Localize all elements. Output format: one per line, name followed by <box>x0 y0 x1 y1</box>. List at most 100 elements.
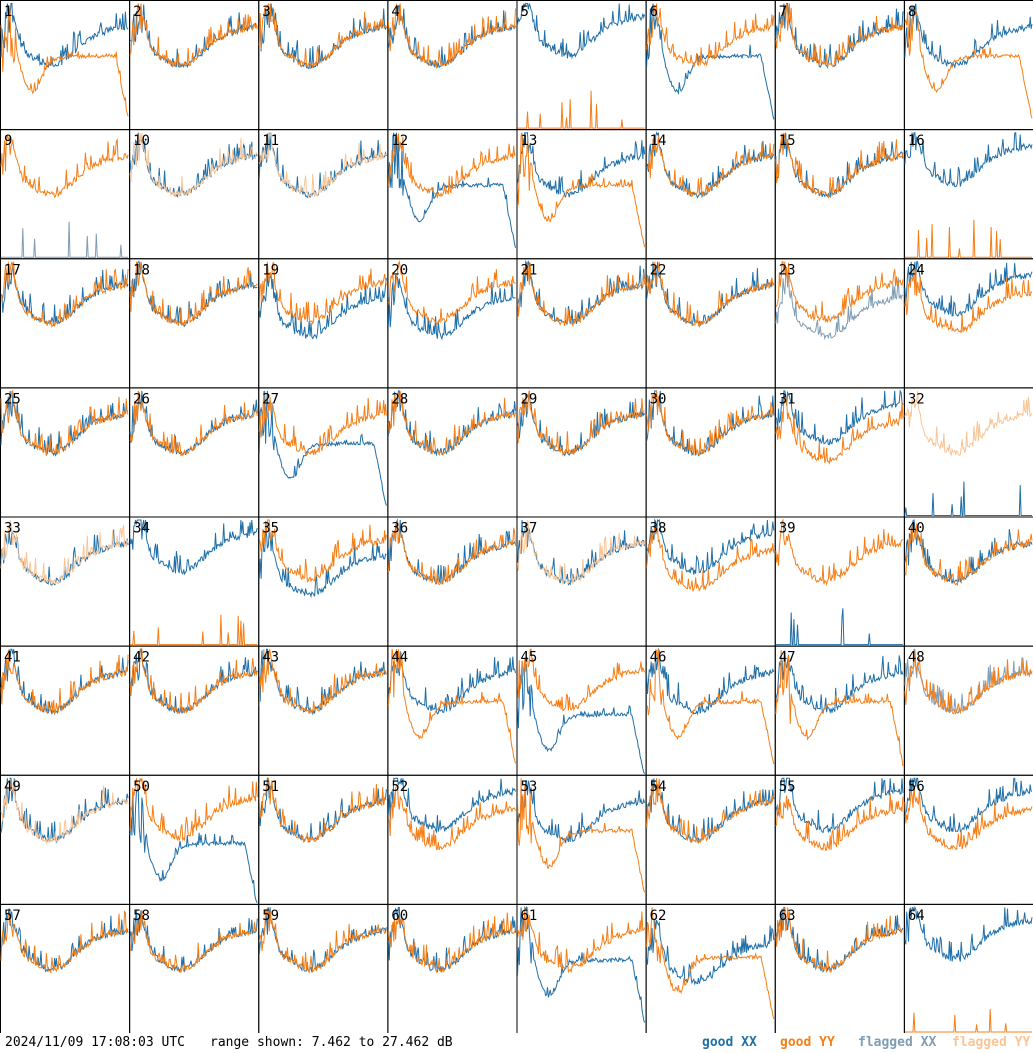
series-yy <box>258 649 387 714</box>
panel-label: 12 <box>391 133 408 149</box>
series-xx <box>517 3 646 60</box>
panel-label: 49 <box>4 779 21 795</box>
panel-label: 36 <box>391 521 408 537</box>
series-yy <box>387 649 516 764</box>
series-yy <box>517 132 646 248</box>
series-xx <box>517 661 646 775</box>
panel-44: 44 <box>387 645 518 776</box>
series-xx <box>517 131 646 199</box>
panel-label: 13 <box>521 133 538 149</box>
panel-label: 52 <box>391 779 408 795</box>
panel-label: 25 <box>4 391 21 407</box>
panel-label: 22 <box>650 262 667 278</box>
panel-label: 6 <box>650 4 658 20</box>
legend-flagged-yy: flagged YY <box>952 1035 1031 1050</box>
series-yy <box>517 648 646 712</box>
series-yy <box>129 648 258 715</box>
series-yy <box>387 912 516 974</box>
panel-42: 42 <box>129 645 260 776</box>
panel-label: 23 <box>779 262 796 278</box>
panel-54: 54 <box>645 774 776 905</box>
series-xx <box>904 261 1033 317</box>
panel-label: 15 <box>779 133 796 149</box>
panel-28: 28 <box>387 387 518 518</box>
panel-label: 4 <box>391 4 399 20</box>
panel-label: 38 <box>650 521 667 537</box>
panel-56: 56 <box>903 774 1033 905</box>
panel-18: 18 <box>129 258 260 389</box>
series-yy <box>646 261 775 329</box>
series-xx <box>904 777 1033 833</box>
series-yy <box>904 523 1033 587</box>
panel-24: 24 <box>903 258 1033 389</box>
series-yy <box>775 907 904 974</box>
panel-label: 64 <box>908 908 925 924</box>
series-yy <box>775 132 904 199</box>
series-yy <box>904 390 1033 457</box>
panel-label: 39 <box>779 521 796 537</box>
panel-53: 53 <box>516 774 647 905</box>
panel-37: 37 <box>516 516 647 647</box>
series-yy <box>129 778 258 842</box>
series-xx <box>258 3 387 70</box>
panel-51: 51 <box>258 774 389 905</box>
panel-63: 63 <box>774 903 905 1033</box>
series-yy <box>0 8 129 117</box>
series-xx <box>646 919 775 986</box>
series-yy <box>258 778 387 843</box>
panel-1: 1 <box>0 0 131 131</box>
series-yy <box>258 261 387 326</box>
panel-frame <box>387 0 518 131</box>
series-xx <box>904 905 1033 962</box>
series-yy <box>258 3 387 69</box>
panel-64: 64 <box>903 903 1033 1033</box>
series-yy <box>129 910 258 974</box>
panel-8: 8 <box>903 0 1033 131</box>
panel-43: 43 <box>258 645 389 776</box>
panel-label: 16 <box>908 133 925 149</box>
series-yy <box>0 134 129 199</box>
panel-20: 20 <box>387 258 518 389</box>
panel-35: 35 <box>258 516 389 647</box>
series-yy <box>517 90 645 129</box>
panel-label: 30 <box>650 391 667 407</box>
series-xx <box>387 132 516 248</box>
panel-46: 46 <box>645 645 776 776</box>
panel-25: 25 <box>0 387 131 518</box>
panel-39: 39 <box>774 516 905 647</box>
series-yy <box>904 1008 1032 1033</box>
panel-22: 22 <box>645 258 776 389</box>
panel-label: 45 <box>521 650 538 666</box>
series-yy <box>646 135 775 197</box>
panel-50: 50 <box>129 774 260 905</box>
panel-label: 27 <box>262 391 279 407</box>
panel-61: 61 <box>516 903 647 1033</box>
series-xx <box>387 651 516 715</box>
series-xx <box>775 608 903 646</box>
series-yy <box>0 650 129 716</box>
panel-30: 30 <box>645 387 776 518</box>
series-yy <box>130 614 258 646</box>
series-xx <box>387 274 516 341</box>
series-xx <box>129 519 258 576</box>
panel-label: 2 <box>133 4 141 20</box>
panel-32: 32 <box>903 387 1033 518</box>
series-yy <box>904 269 1033 334</box>
panel-9: 9 <box>0 129 131 260</box>
panel-7: 7 <box>774 0 905 131</box>
panel-47: 47 <box>774 645 905 776</box>
series-yy <box>646 390 775 457</box>
panel-38: 38 <box>645 516 776 647</box>
series-yy <box>646 3 775 68</box>
panel-label: 28 <box>391 391 408 407</box>
panel-58: 58 <box>129 903 260 1033</box>
panel-label: 58 <box>133 908 150 924</box>
panel-frame <box>0 129 131 260</box>
panel-31: 31 <box>774 387 905 518</box>
panel-11: 11 <box>258 129 389 260</box>
panel-label: 60 <box>391 908 408 924</box>
series-yy <box>0 390 129 456</box>
series-yy <box>904 785 1033 851</box>
panel-label: 37 <box>521 521 538 537</box>
